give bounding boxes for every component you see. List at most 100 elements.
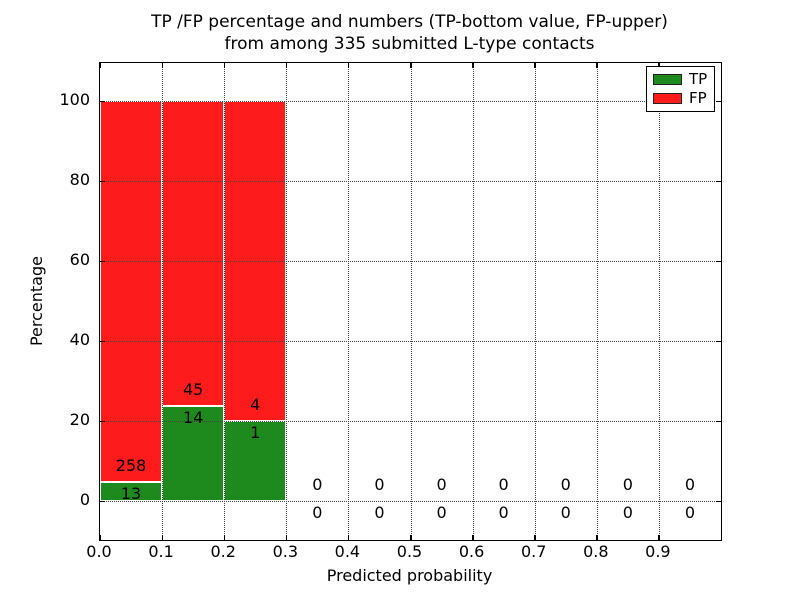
legend-item: FP xyxy=(647,91,714,106)
y-tick-mark-right xyxy=(716,260,721,262)
x-tick-mark-top xyxy=(410,63,412,68)
bar-tp-segment xyxy=(100,481,163,501)
bar-fp-count-label: 0 xyxy=(684,475,696,494)
chart-title: TP /FP percentage and numbers (TP-bottom… xyxy=(99,11,720,55)
legend: TP FP xyxy=(646,66,715,112)
y-tick-mark xyxy=(100,340,105,342)
x-gridline xyxy=(410,63,412,540)
y-tick-label: 20 xyxy=(69,410,90,429)
bar-fp-segment xyxy=(162,101,225,407)
y-tick-mark-right xyxy=(716,420,721,422)
bar-fp-count-label: 0 xyxy=(374,475,385,494)
bar-tp-count-label: 0 xyxy=(622,503,633,522)
x-tick-label: 0.2 xyxy=(210,542,236,561)
y-tick-mark-right xyxy=(716,340,721,342)
x-tick-mark xyxy=(534,535,536,540)
bar-tp-count-label: 13 xyxy=(120,483,142,503)
bar-fp-count-label: 0 xyxy=(560,475,571,494)
y-tick-mark xyxy=(100,420,105,422)
bar-tp-count-label: 14 xyxy=(182,408,204,428)
x-gridline xyxy=(472,63,474,540)
y-tick-mark-right xyxy=(716,180,721,182)
x-tick-mark-top xyxy=(223,63,226,68)
legend-item: TP xyxy=(647,69,714,88)
x-tick-mark xyxy=(658,535,660,540)
x-tick-mark-top xyxy=(472,63,474,68)
x-tick-label: 0.3 xyxy=(272,542,299,561)
chart-title-line1: TP /FP percentage and numbers (TP-bottom… xyxy=(151,12,668,32)
chart-title-line2: from among 335 submitted L-type contacts xyxy=(224,34,595,54)
legend-label: TP xyxy=(689,69,708,88)
bar-tp-count-label: 0 xyxy=(374,503,385,522)
x-gridline xyxy=(658,63,660,540)
x-tick-mark xyxy=(161,535,164,540)
legend-swatch-tp xyxy=(653,73,682,85)
y-tick-mark-right xyxy=(716,100,721,102)
bar-fp-count-label: 0 xyxy=(498,475,509,494)
x-tick-label: 0.5 xyxy=(396,542,423,561)
x-tick-mark xyxy=(596,535,598,540)
x-tick-mark xyxy=(347,535,350,540)
x-axis-label: Predicted probability xyxy=(326,566,493,585)
x-tick-mark-top xyxy=(161,63,164,68)
y-tick-mark-right xyxy=(716,500,721,502)
bar-fp-count-label: 0 xyxy=(312,475,323,494)
y-gridline xyxy=(100,101,721,102)
y-tick-mark xyxy=(100,260,105,262)
x-gridline xyxy=(348,63,350,540)
x-tick-mark-top xyxy=(658,63,660,68)
y-axis-label: Percentage xyxy=(27,256,46,347)
bar-fp-segment xyxy=(100,101,163,482)
x-tick-mark-top xyxy=(285,63,288,68)
x-gridline xyxy=(596,63,598,540)
bar-tp-count-label: 0 xyxy=(436,503,447,522)
x-tick-mark-top xyxy=(347,63,350,68)
legend-label: FP xyxy=(689,89,707,108)
bar-tp-count-label: 0 xyxy=(312,503,323,522)
bar-tp-count-label: 0 xyxy=(684,503,696,522)
x-tick-mark xyxy=(472,535,474,540)
x-tick-label: 0.1 xyxy=(148,542,174,561)
y-gridline xyxy=(100,341,721,342)
y-gridline xyxy=(100,261,721,262)
x-tick-mark-top xyxy=(99,63,101,68)
bar-tp-count-label: 0 xyxy=(560,503,571,522)
x-gridline xyxy=(162,63,164,540)
bar-fp-count-label: 45 xyxy=(182,380,204,400)
x-tick-mark xyxy=(223,535,226,540)
x-tick-mark xyxy=(99,535,101,540)
x-gridline xyxy=(224,63,226,540)
bar-fp-count-label: 0 xyxy=(622,475,633,494)
y-tick-label: 0 xyxy=(79,490,90,509)
x-tick-label: 0.6 xyxy=(458,542,485,561)
plot-area: 258 13 45 14 4 1 0 0 0 0 0 0 0 0 0 0 0 0 0 0 xyxy=(99,62,722,541)
x-gridline xyxy=(534,63,536,540)
x-tick-label: 0.8 xyxy=(583,542,609,561)
y-tick-mark xyxy=(100,500,105,502)
y-tick-mark xyxy=(100,100,105,102)
y-tick-label: 80 xyxy=(69,170,90,189)
x-tick-label: 0.4 xyxy=(334,542,361,561)
x-gridline xyxy=(286,63,288,540)
bar-tp-count-label: 0 xyxy=(498,503,509,522)
bar-fp-count-label: 0 xyxy=(436,475,447,494)
x-tick-label: 0.7 xyxy=(520,542,547,561)
x-tick-mark-top xyxy=(534,63,536,68)
bar-fp-count-label: 4 xyxy=(250,395,261,414)
bar-tp-count-label: 1 xyxy=(250,423,261,442)
x-tick-label: 0.9 xyxy=(645,542,671,561)
y-tick-label: 40 xyxy=(69,330,90,349)
y-gridline xyxy=(100,501,721,502)
y-gridline xyxy=(100,181,721,182)
bar-fp-count-label: 258 xyxy=(115,455,147,475)
x-tick-mark xyxy=(285,535,288,540)
y-tick-label: 100 xyxy=(59,90,90,109)
legend-swatch-fp xyxy=(653,93,682,105)
x-tick-mark xyxy=(410,535,412,540)
y-tick-mark xyxy=(100,180,105,182)
x-tick-mark-top xyxy=(596,63,598,68)
y-gridline xyxy=(100,421,721,422)
x-tick-label: 0.0 xyxy=(86,542,112,561)
y-tick-label: 60 xyxy=(69,250,90,269)
